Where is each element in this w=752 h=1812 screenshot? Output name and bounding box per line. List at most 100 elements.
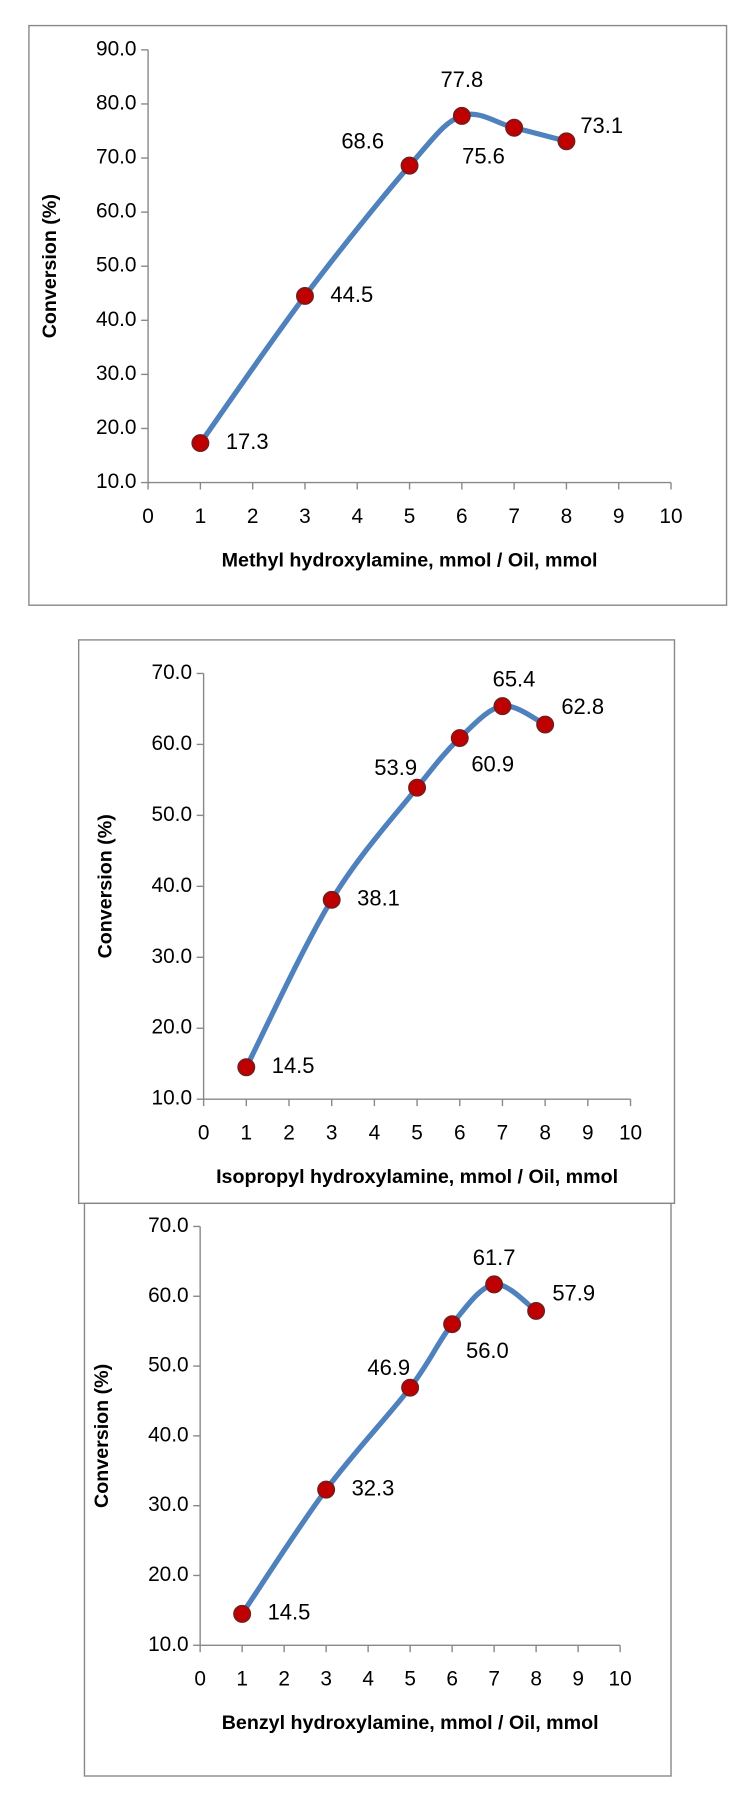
x-tick-label: 7: [488, 1667, 500, 1690]
data-point: [317, 1480, 336, 1499]
chart-frame: [77, 639, 676, 1205]
x-tick-label: 6: [454, 1121, 466, 1144]
x-tick-label: 4: [351, 505, 363, 528]
y-tick-label: 20.0: [148, 1563, 189, 1586]
series-line: [198, 111, 568, 445]
y-tick-label: 10.0: [148, 1633, 189, 1656]
data-point: [408, 778, 427, 797]
y-tick-label: 20.0: [96, 416, 137, 439]
data-point: [322, 890, 341, 909]
y-tick-label: 50.0: [148, 1354, 189, 1377]
data-label: 75.6: [462, 144, 505, 169]
y-tick-label: 90.0: [96, 37, 137, 60]
x-tick-label: 10: [609, 1667, 632, 1690]
y-axis-title: Conversion (%): [39, 194, 61, 338]
data-point: [485, 1275, 504, 1294]
y-tick-label: 30.0: [148, 1493, 189, 1516]
data-label: 46.9: [367, 1355, 410, 1380]
x-axis-title: Isopropyl hydroxylamine, mmol / Oil, mmo…: [216, 1166, 618, 1188]
x-tick-label: 4: [369, 1121, 381, 1144]
x-tick-label: 2: [247, 505, 259, 528]
x-tick-label: 0: [194, 1667, 206, 1690]
y-tick-label: 40.0: [96, 308, 137, 331]
data-point: [536, 715, 555, 734]
x-tick-label: 3: [299, 505, 311, 528]
y-tick-label: 10.0: [152, 1087, 193, 1110]
x-tick-label: 10: [659, 505, 682, 528]
data-label: 32.3: [352, 1475, 395, 1500]
x-tick-label: 1: [195, 505, 207, 528]
x-tick-label: 5: [404, 1667, 416, 1690]
data-label: 61.7: [473, 1245, 516, 1270]
y-tick-label: 60.0: [148, 1284, 189, 1307]
data-point: [505, 118, 524, 137]
data-point: [452, 106, 471, 125]
data-point: [527, 1301, 546, 1320]
data-label: 57.9: [552, 1281, 595, 1306]
y-tick-label: 40.0: [148, 1423, 189, 1446]
y-tick-label: 80.0: [96, 91, 137, 114]
x-tick-label: 5: [411, 1121, 423, 1144]
y-tick-label: 70.0: [152, 661, 193, 684]
y-tick-label: 50.0: [96, 254, 137, 277]
x-axis-title: Benzyl hydroxylamine, mmol / Oil, mmol: [222, 1712, 599, 1734]
data-point: [295, 287, 314, 305]
data-point: [450, 729, 469, 747]
data-point: [557, 132, 576, 151]
y-axis-title: Conversion (%): [91, 1364, 113, 1508]
data-label: 65.4: [493, 666, 536, 691]
x-tick-label: 0: [198, 1121, 210, 1144]
data-label: 62.8: [561, 694, 604, 719]
x-tick-label: 6: [456, 505, 468, 528]
chart-frame: [83, 1202, 672, 1777]
x-tick-label: 6: [446, 1667, 458, 1690]
x-tick-label: 8: [530, 1667, 542, 1690]
data-point: [443, 1315, 462, 1334]
y-axis-title: Conversion (%): [95, 814, 117, 958]
y-tick-label: 50.0: [152, 803, 193, 826]
x-tick-label: 1: [241, 1121, 253, 1144]
x-tick-label: 7: [508, 505, 520, 528]
data-label: 14.5: [272, 1053, 315, 1078]
x-tick-label: 2: [283, 1121, 295, 1144]
x-tick-label: 5: [404, 505, 416, 528]
x-tick-label: 3: [326, 1121, 338, 1144]
x-tick-label: 9: [582, 1121, 594, 1144]
y-tick-label: 60.0: [152, 732, 193, 755]
y-tick-label: 70.0: [96, 146, 137, 169]
x-tick-label: 4: [362, 1667, 374, 1690]
y-tick-label: 30.0: [152, 945, 193, 968]
data-label: 14.5: [268, 1600, 311, 1625]
chart-frame: [28, 24, 728, 606]
data-point: [233, 1604, 252, 1623]
x-tick-label: 8: [539, 1121, 551, 1144]
y-tick-label: 20.0: [152, 1016, 193, 1039]
x-tick-label: 3: [320, 1667, 332, 1690]
x-tick-label: 10: [619, 1121, 642, 1144]
data-label: 17.3: [226, 429, 269, 454]
data-point: [400, 156, 419, 175]
data-label: 68.6: [341, 128, 384, 153]
x-tick-label: 9: [572, 1667, 584, 1690]
x-tick-label: 9: [613, 505, 625, 528]
data-label: 38.1: [357, 886, 400, 911]
x-tick-label: 2: [278, 1667, 290, 1690]
data-point: [191, 434, 210, 453]
data-label: 53.9: [374, 755, 417, 780]
x-tick-label: 0: [142, 505, 154, 528]
x-axis-title: Methyl hydroxylamine, mmol / Oil, mmol: [222, 549, 598, 571]
data-label: 56.0: [466, 1338, 509, 1363]
data-point: [401, 1378, 420, 1397]
y-tick-label: 60.0: [96, 200, 137, 223]
y-tick-label: 10.0: [96, 470, 137, 493]
y-tick-label: 40.0: [152, 874, 193, 897]
x-tick-label: 7: [497, 1121, 509, 1144]
data-point: [237, 1058, 256, 1077]
data-label: 77.8: [440, 67, 483, 92]
data-label: 60.9: [471, 752, 514, 777]
y-tick-label: 30.0: [96, 362, 137, 385]
data-label: 44.5: [330, 282, 373, 307]
data-point: [493, 697, 512, 716]
series-line: [239, 1281, 538, 1616]
